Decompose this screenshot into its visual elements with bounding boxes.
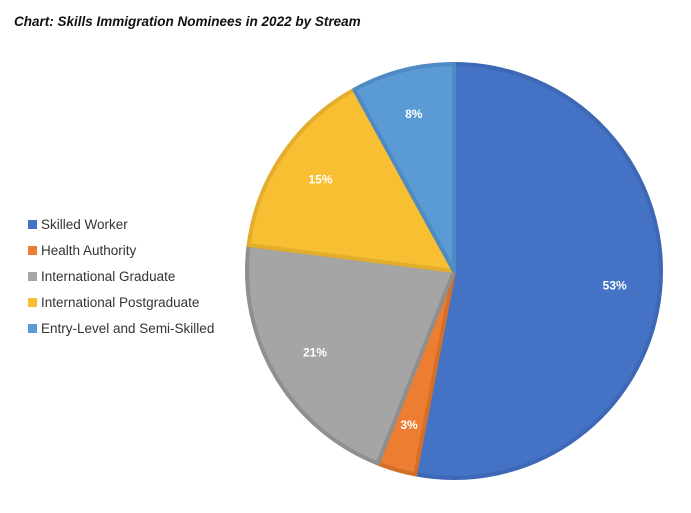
slice-label: 53% [603,278,627,292]
slice-label: 15% [308,172,332,186]
legend-swatch [28,245,37,255]
legend-label: International Graduate [41,268,176,284]
legend: Skilled Worker Health Authority Internatio… [28,211,214,341]
legend-label: Health Authority [41,242,137,258]
legend-swatch [28,297,37,307]
legend-item: International Graduate [28,263,214,289]
legend-label: International Postgraduate [41,294,200,310]
legend-label: Skilled Worker [41,216,128,232]
pie-slice [245,243,456,466]
pie-slice [413,62,663,480]
legend-item: Entry-Level and Semi-Skilled [28,315,214,341]
legend-swatch [28,271,37,281]
legend-label: Entry-Level and Semi-Skilled [41,320,215,336]
legend-item: Health Authority [28,237,214,263]
pie-slice [352,62,456,273]
pie-slice [246,87,456,273]
legend-swatch [28,323,37,333]
legend-item: International Postgraduate [28,289,214,315]
chart-title: Chart: Skills Immigration Nominees in 20… [14,14,361,29]
slice-label: 8% [405,107,423,121]
legend-swatch [28,219,37,229]
slice-label: 21% [303,345,327,359]
legend-item: Skilled Worker [28,211,214,237]
slice-label: 3% [400,418,418,432]
